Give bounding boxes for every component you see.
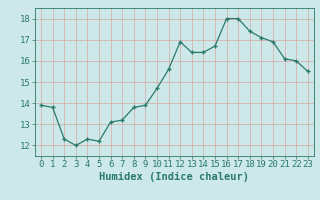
X-axis label: Humidex (Indice chaleur): Humidex (Indice chaleur) xyxy=(100,172,249,182)
